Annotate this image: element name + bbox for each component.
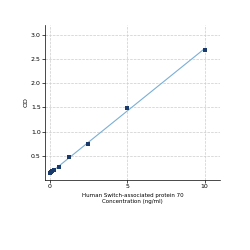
Point: [50, 170, 54, 173]
Point: [57, 164, 61, 168]
Point: [86, 142, 90, 146]
Point: [48, 171, 52, 175]
Point: [67, 155, 71, 159]
Point: [49, 170, 53, 174]
Point: [202, 48, 206, 52]
Point: [125, 106, 129, 110]
Y-axis label: OD: OD: [23, 98, 28, 108]
X-axis label: Human Switch-associated protein 70
Concentration (ng/ml): Human Switch-associated protein 70 Conce…: [82, 193, 183, 204]
Point: [52, 168, 56, 172]
